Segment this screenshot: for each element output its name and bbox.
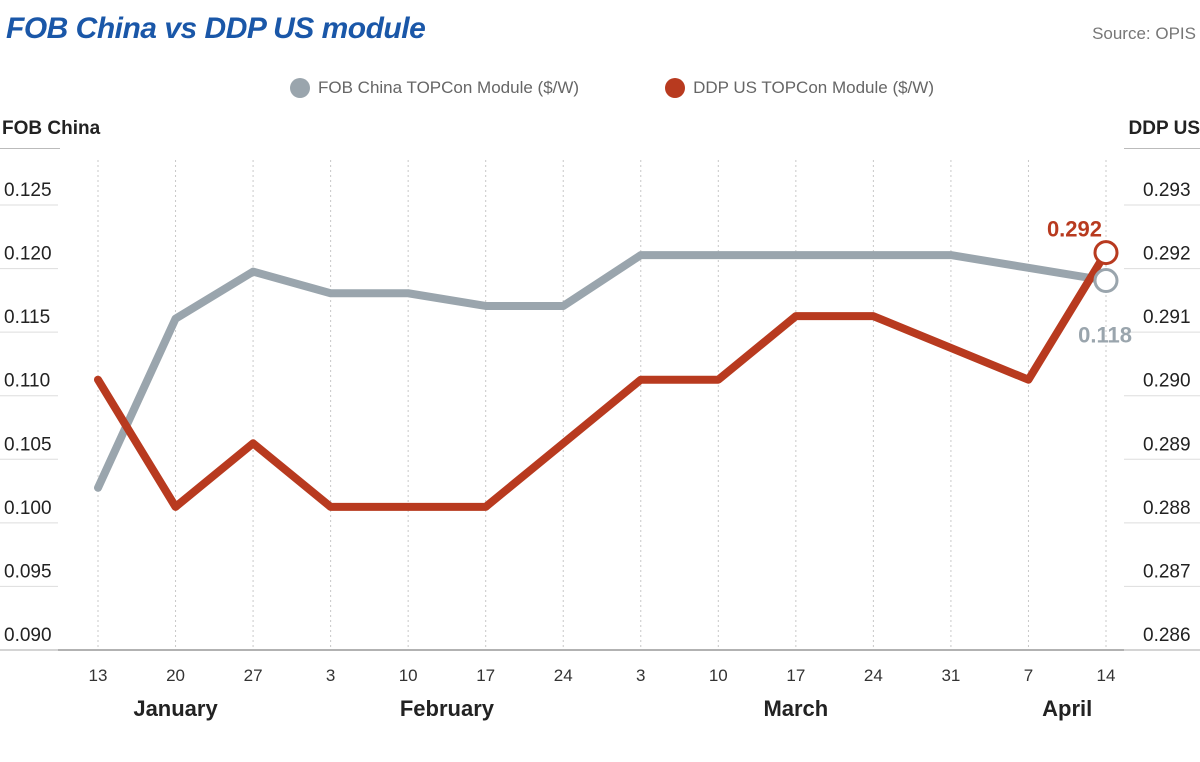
legend-item-ddp: DDP US TOPCon Module ($/W) [665, 78, 934, 98]
right-axis-title: DDP US [1128, 118, 1200, 139]
y-left-tick-label: 0.095 [4, 561, 52, 582]
x-tick-label: 13 [89, 666, 108, 685]
legend-label-ddp: DDP US TOPCon Module ($/W) [693, 78, 934, 97]
legend-item-fob: FOB China TOPCon Module ($/W) [290, 78, 579, 98]
x-tick-label: 17 [476, 666, 495, 685]
month-label: March [763, 696, 828, 721]
month-label: February [400, 696, 495, 721]
y-left-tick-label: 0.125 [4, 180, 52, 201]
x-tick-label: 31 [941, 666, 960, 685]
y-left-tick-label: 0.090 [4, 625, 52, 646]
end-label-ddp-us: 0.292 [1047, 217, 1102, 242]
end-label-fob-china: 0.118 [1078, 323, 1132, 348]
month-label: January [133, 696, 218, 721]
x-tick-label: 3 [326, 666, 335, 685]
right-axis-title-rule [1124, 148, 1200, 149]
chart-title: FOB China vs DDP US module [6, 12, 426, 45]
left-axis-title: FOB China [2, 118, 101, 139]
y-right-tick-label: 0.287 [1143, 561, 1191, 582]
legend-swatch-ddp [665, 78, 686, 98]
legend-swatch-fob [290, 78, 310, 98]
y-left-tick-label: 0.120 [4, 244, 52, 265]
y-right-tick-label: 0.289 [1143, 434, 1191, 455]
x-tick-label: 24 [864, 666, 883, 685]
x-tick-label: 3 [636, 666, 645, 685]
series-line-fob-china [94, 251, 1110, 492]
y-left-tick-label: 0.100 [4, 498, 52, 519]
x-tick-label: 14 [1097, 666, 1116, 685]
end-marker-fob-china [1093, 268, 1119, 294]
y-right-tick-label: 0.290 [1143, 371, 1191, 392]
y-right-tick-label: 0.288 [1143, 498, 1191, 519]
y-left-tick-label: 0.110 [4, 371, 50, 392]
x-tick-label: 17 [786, 666, 805, 685]
left-axis-title-rule [0, 148, 60, 149]
y-right-tick-label: 0.293 [1143, 180, 1191, 201]
x-tick-label: 7 [1024, 666, 1033, 685]
x-tick-label: 20 [166, 666, 185, 685]
month-label: April [1042, 696, 1092, 721]
y-right-tick-label: 0.291 [1143, 307, 1191, 328]
series-line-ddp-us [94, 248, 1110, 511]
y-right-tick-label: 0.292 [1143, 244, 1191, 265]
x-tick-label: 10 [399, 666, 418, 685]
y-left-tick-label: 0.115 [4, 307, 50, 328]
legend-label-fob: FOB China TOPCon Module ($/W) [318, 78, 580, 97]
end-marker-ddp-us [1093, 240, 1119, 266]
x-tick-label: 10 [709, 666, 728, 685]
x-tick-label: 27 [244, 666, 263, 685]
source-note: Source: OPIS [1092, 24, 1196, 43]
y-left-tick-label: 0.105 [4, 434, 52, 455]
legend: FOB China TOPCon Module ($/W) DDP US TOP… [290, 78, 934, 98]
y-right-tick-label: 0.286 [1143, 625, 1191, 646]
x-tick-label: 24 [554, 666, 573, 685]
